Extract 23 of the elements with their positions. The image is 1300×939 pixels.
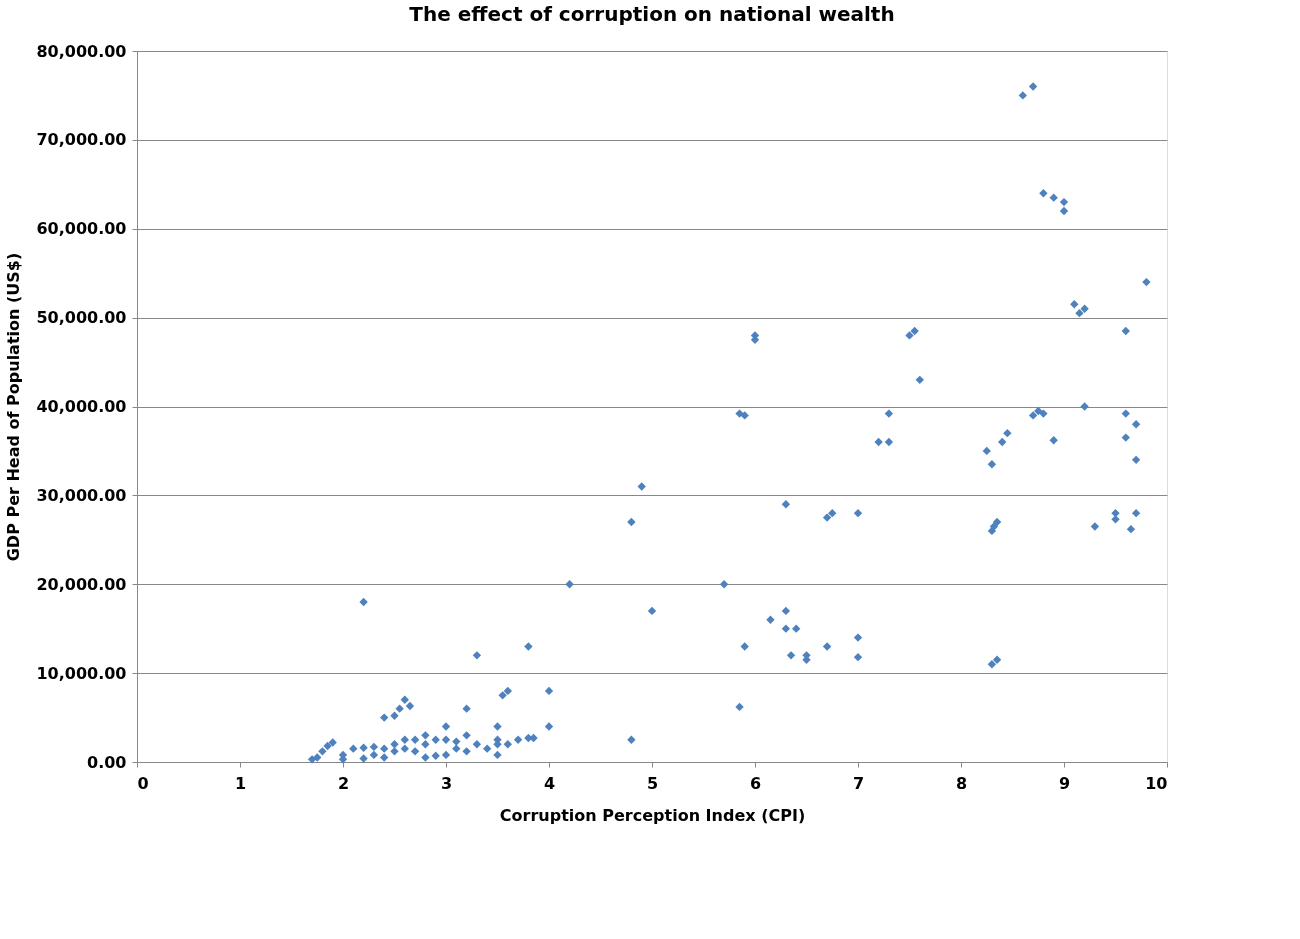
- x-axis-title: Corruption Perception Index (CPI): [499, 805, 806, 825]
- y-tick-label: 50,000.00: [36, 308, 127, 328]
- x-tick-label: 5: [646, 773, 659, 793]
- y-tick-label: 80,000.00: [36, 41, 127, 61]
- x-tick-label: 8: [955, 773, 968, 793]
- y-tick-label: 10,000.00: [36, 663, 127, 683]
- x-tick-label: 6: [749, 773, 762, 793]
- y-tick-label: 40,000.00: [36, 397, 127, 416]
- x-tick-label: 3: [440, 773, 453, 793]
- x-tick-label: 7: [852, 773, 865, 793]
- x-tick-label: 2: [337, 773, 350, 793]
- x-tick-label: 4: [543, 773, 556, 793]
- chart-title: The effect of corruption on national wealth: [409, 2, 895, 26]
- x-tick-label: 9: [1058, 773, 1071, 793]
- y-tick-label: 70,000.00: [36, 130, 127, 150]
- x-tick-label: 1: [234, 773, 247, 793]
- y-tick-label: 0.00: [87, 752, 127, 772]
- y-tick-label: 30,000.00: [36, 485, 127, 505]
- x-tick-label: 0: [137, 773, 149, 793]
- y-tick-label: 20,000.00: [36, 574, 127, 594]
- y-axis-title: GDP Per Head of Population (US$): [4, 252, 24, 562]
- x-tick-label: 10: [1145, 773, 1168, 793]
- y-tick-label: 60,000.00: [36, 219, 127, 239]
